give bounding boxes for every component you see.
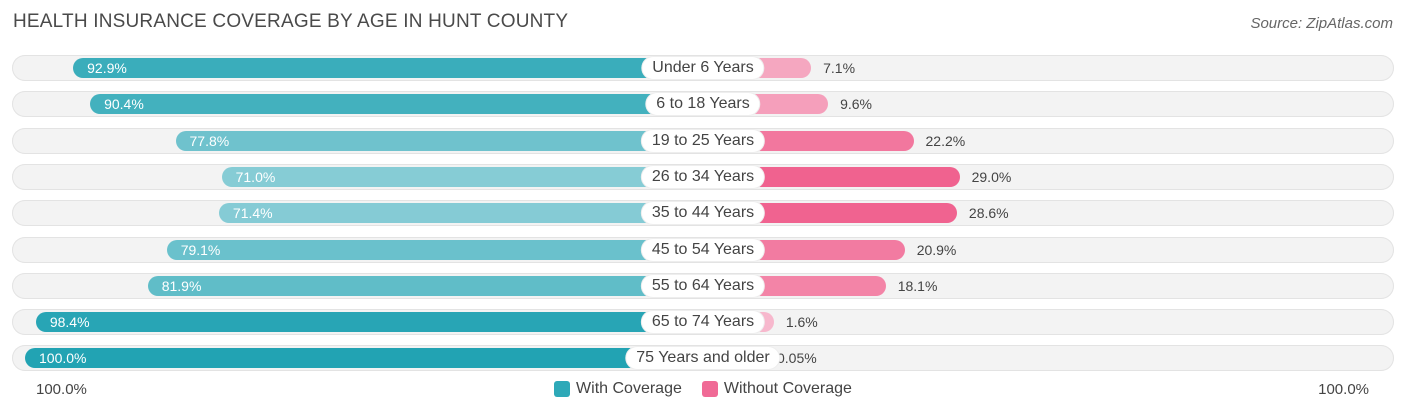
value-label-with-coverage-65-to-74-years: 98.4%: [49, 314, 90, 331]
value-label-without-coverage-6-to-18-years: 9.6%: [840, 96, 872, 113]
value-label-without-coverage-75-years-and-older: 0.05%: [777, 350, 817, 367]
value-label-without-coverage-65-to-74-years: 1.6%: [785, 314, 818, 331]
category-label-45-to-54-years: 45 to 54 Years: [641, 238, 765, 261]
bar-with-coverage-19-to-25-years[interactable]: [175, 130, 703, 151]
value-label-with-coverage-45-to-54-years: 79.1%: [180, 241, 221, 258]
category-label-under-6-years: Under 6 Years: [642, 57, 764, 79]
legend-swatch-without-coverage: [701, 381, 718, 397]
bar-with-coverage-65-to-74-years[interactable]: [35, 312, 703, 333]
bar-with-coverage-6-to-18-years[interactable]: [90, 94, 703, 115]
category-label-35-to-44-years: 35 to 44 Years: [641, 202, 765, 225]
value-label-with-coverage-26-to-34-years: 71.0%: [235, 168, 276, 185]
value-label-with-coverage-55-to-64-years: 81.9%: [161, 277, 202, 294]
bar-with-coverage-75-years-and-older[interactable]: [25, 348, 703, 369]
value-label-with-coverage-75-years-and-older: 100.0%: [39, 350, 87, 367]
value-label-without-coverage-35-to-44-years: 28.6%: [968, 205, 1009, 222]
bar-with-coverage-55-to-64-years[interactable]: [147, 275, 703, 296]
category-label-19-to-25-years: 19 to 25 Years: [641, 129, 765, 152]
legend-swatch-with-coverage: [554, 381, 571, 397]
category-label-55-to-64-years: 55 to 64 Years: [641, 274, 765, 297]
value-label-without-coverage-19-to-25-years: 22.2%: [925, 132, 966, 149]
category-label-26-to-34-years: 26 to 34 Years: [641, 165, 765, 188]
legend-item-without-coverage[interactable]: Without Coverage: [701, 380, 852, 398]
legend-label-without-coverage: Without Coverage: [723, 380, 852, 397]
value-label-with-coverage-6-to-18-years: 90.4%: [104, 96, 144, 113]
bar-with-coverage-26-to-34-years[interactable]: [221, 166, 703, 187]
value-label-with-coverage-under-6-years: 92.9%: [87, 60, 127, 76]
category-label-65-to-74-years: 65 to 74 Years: [641, 311, 765, 334]
value-label-with-coverage-19-to-25-years: 77.8%: [189, 132, 230, 149]
legend: With Coverage Without Coverage: [0, 380, 1406, 398]
bar-with-coverage-45-to-54-years[interactable]: [166, 239, 703, 260]
legend-item-with-coverage[interactable]: With Coverage: [554, 380, 682, 398]
axis-left-label: 100.0%: [36, 381, 87, 398]
axis-right-label: 100.0%: [1318, 381, 1369, 398]
value-label-without-coverage-26-to-34-years: 29.0%: [971, 168, 1012, 185]
bar-with-coverage-35-to-44-years[interactable]: [218, 203, 703, 224]
source-note: Source: ZipAtlas.com: [1250, 15, 1393, 32]
bar-with-coverage-under-6-years[interactable]: [73, 58, 703, 78]
category-label-6-to-18-years: 6 to 18 Years: [646, 93, 760, 116]
value-label-with-coverage-35-to-44-years: 71.4%: [232, 205, 273, 222]
legend-label-with-coverage: With Coverage: [576, 380, 682, 397]
value-label-without-coverage-under-6-years: 7.1%: [823, 60, 856, 76]
value-label-without-coverage-45-to-54-years: 20.9%: [916, 241, 957, 258]
chart-title: HEALTH INSURANCE COVERAGE BY AGE IN HUNT…: [13, 11, 569, 32]
category-label-75-years-and-older: 75 Years and older: [626, 347, 780, 370]
value-label-without-coverage-55-to-64-years: 18.1%: [897, 277, 938, 294]
